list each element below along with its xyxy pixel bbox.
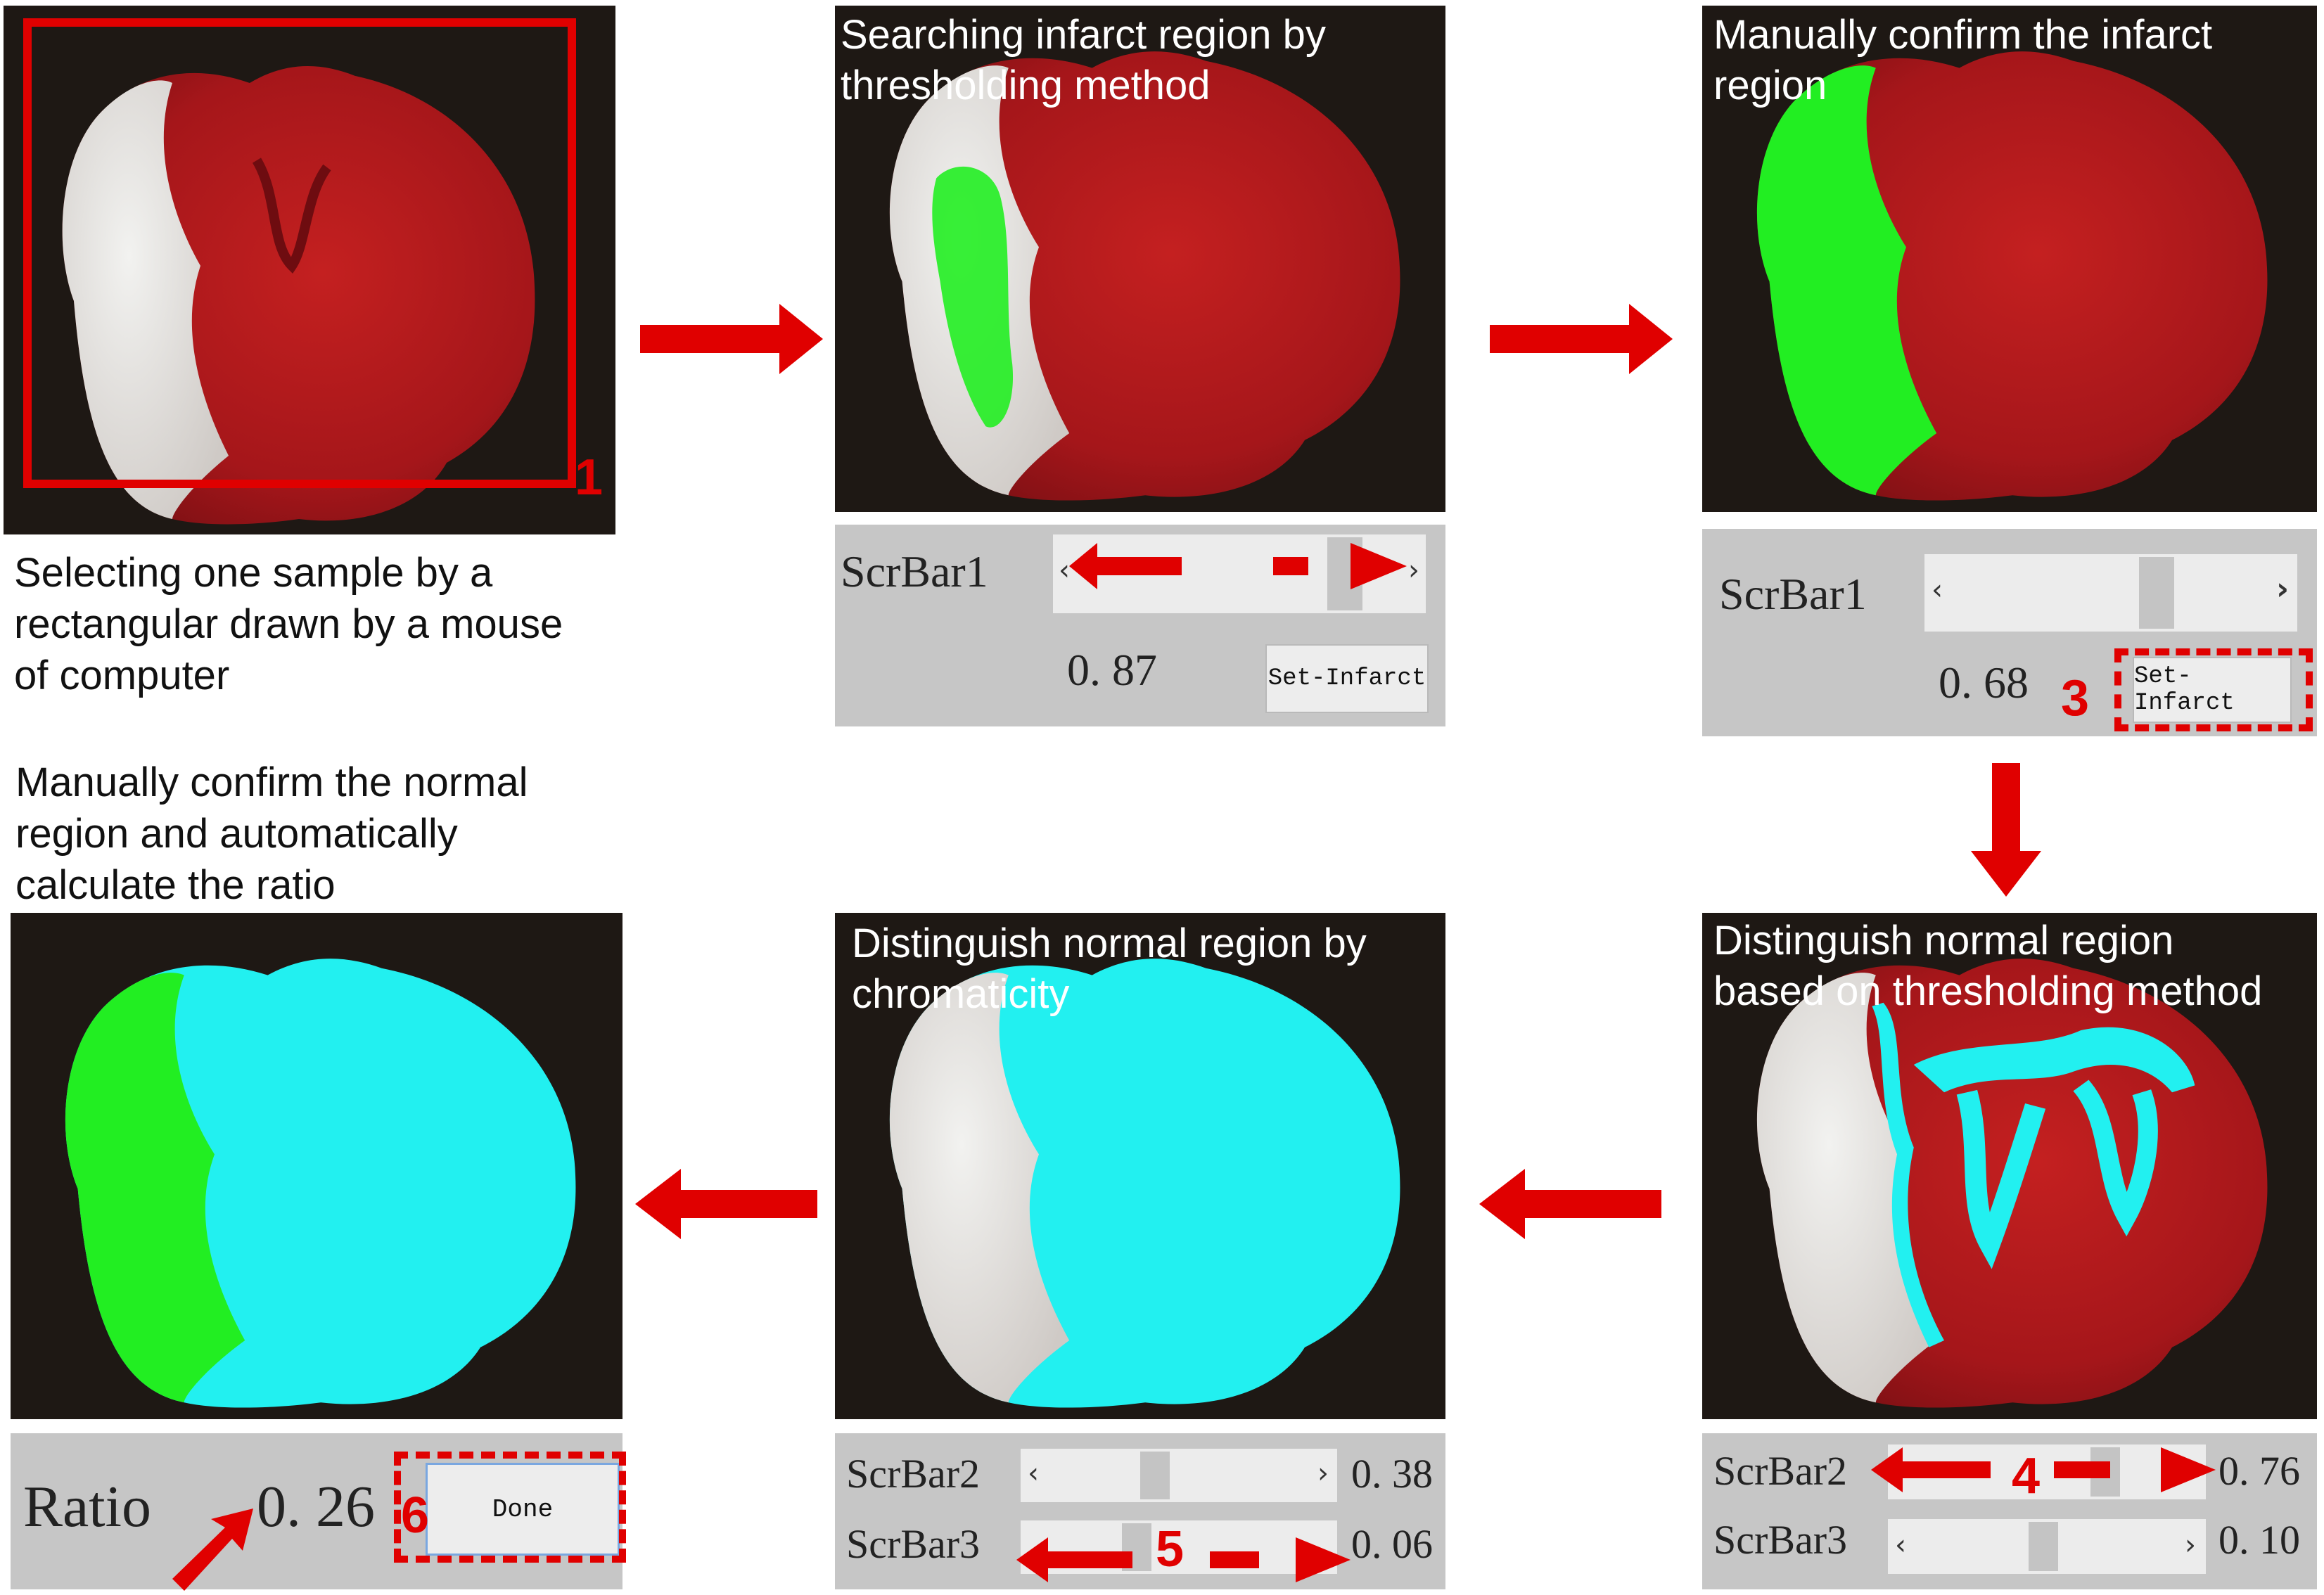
scrollbar2[interactable]: ‹ › [1021,1449,1337,1502]
final-ratio-image [11,913,622,1419]
arrow-left-icon [1069,543,1182,589]
chevron-right-icon[interactable]: › [2185,1529,2196,1561]
scrollbar3-value: 0. 10 [2218,1517,2300,1563]
step4-control-panel: ScrBar2 0. 76 ScrBar3 ‹ › 0. 10 4 [1702,1433,2317,1589]
scrollbar3-thumb[interactable] [2029,1522,2058,1571]
scrollbar3-label: ScrBar3 [846,1521,981,1567]
scrollbar3[interactable]: ‹ › [1888,1519,2206,1574]
highlight-box-done [394,1452,626,1563]
chevron-left-icon[interactable]: ‹ [1895,1529,1906,1561]
arrow-right-icon [2161,1447,2216,1492]
sample-image-selection: 1 [4,6,615,534]
scrollbar1-label: ScrBar1 [841,546,988,596]
highlight-box-set-infarct [2114,648,2313,731]
scrollbar1[interactable]: ‹ › [1924,554,2297,632]
brain-slice [1756,51,2268,501]
scrollbar1-thumb[interactable] [2139,557,2174,629]
step5-control-panel: ScrBar2 ‹ › 0. 38 ScrBar3 0. 06 5 [835,1433,1445,1589]
step4-title: Distinguish normal region based on thres… [1713,918,2263,1014]
arrow-left-icon [1016,1537,1132,1582]
step-marker-5: 5 [1156,1521,1185,1577]
arrow-down-icon [1971,763,2041,897]
scrollbar2-value: 0. 76 [2218,1448,2300,1494]
arrow-right-icon [1210,1551,1259,1568]
step-marker-4: 4 [2012,1448,2041,1504]
arrow-right-icon [2054,1461,2110,1478]
step-marker-6: 6 [401,1487,430,1544]
step2-title: Searching infarct region by thresholding… [841,12,1326,108]
threshold-value: 0. 87 [1067,645,1157,695]
scrollbar2-label: ScrBar2 [1713,1448,1848,1494]
arrow-right-icon [1273,557,1308,575]
brain-slice [1756,959,2268,1408]
selection-rectangle[interactable] [23,18,576,488]
arrow-right-icon [640,304,823,374]
chevron-right-icon[interactable]: › [1408,554,1419,587]
thresholding-normal-image: Distinguish normal region based on thres… [1702,913,2317,1419]
ratio-value: 0. 26 [257,1474,375,1539]
chevron-right-icon[interactable]: › [1317,1457,1329,1490]
arrow-left-icon [635,1169,817,1239]
brain-slice [65,959,576,1408]
scrollbar2-value: 0. 38 [1351,1451,1433,1497]
brain-slice [62,66,535,525]
arrow-left-icon [1479,1169,1661,1239]
step-marker-3: 3 [2061,670,2090,726]
chevron-left-icon[interactable]: ‹ [1932,574,1943,606]
arrow-right-icon [1296,1537,1351,1582]
arrow-right-icon [1490,304,1673,374]
scrollbar1-label: ScrBar1 [1719,569,1867,619]
threshold-value: 0. 68 [1939,658,2029,707]
step3-title: Manually confirm the infarct region [1713,12,2213,108]
set-infarct-button[interactable]: Set-Infarct [1265,644,1429,713]
chromaticity-normal-image: Distinguish normal region by chromaticit… [835,913,1445,1419]
step3-control-panel: ScrBar1 ‹ › 0. 68 Set-Infarct 3 [1702,529,2317,736]
chevron-left-icon[interactable]: ‹ [1059,554,1070,587]
scrollbar2-label: ScrBar2 [846,1451,981,1497]
thresholding-infarct-image: Searching infarct region by thresholding… [835,6,1445,512]
step1-caption: Selecting one sample by a rectangular dr… [14,550,563,698]
scrollbar2-thumb[interactable] [1140,1452,1170,1499]
step6-control-panel: Ratio 0. 26 Done 6 [11,1433,626,1589]
scrollbar3-value: 0. 06 [1351,1521,1433,1567]
step5-title: Distinguish normal region by chromaticit… [852,921,1367,1017]
set-infarct-button[interactable]: Set-Infarct [2133,657,2292,723]
brain-slice [889,959,1400,1408]
done-button[interactable]: Done [426,1463,620,1556]
scrollbar3-label: ScrBar3 [1713,1517,1848,1563]
step6-caption: Manually confirm the normal region and a… [15,760,528,908]
arrow-right-icon [1351,543,1407,589]
arrow-left-icon [1871,1447,1991,1492]
step-marker-1: 1 [575,449,604,506]
brain-slice [889,51,1400,501]
arrow-diagonal-icon [172,1508,253,1591]
confirm-infarct-image: Manually confirm the infarct region [1702,6,2317,512]
chevron-right-icon[interactable]: › [2276,571,2290,607]
ratio-label: Ratio [23,1474,151,1539]
chevron-left-icon[interactable]: ‹ [1028,1457,1039,1490]
